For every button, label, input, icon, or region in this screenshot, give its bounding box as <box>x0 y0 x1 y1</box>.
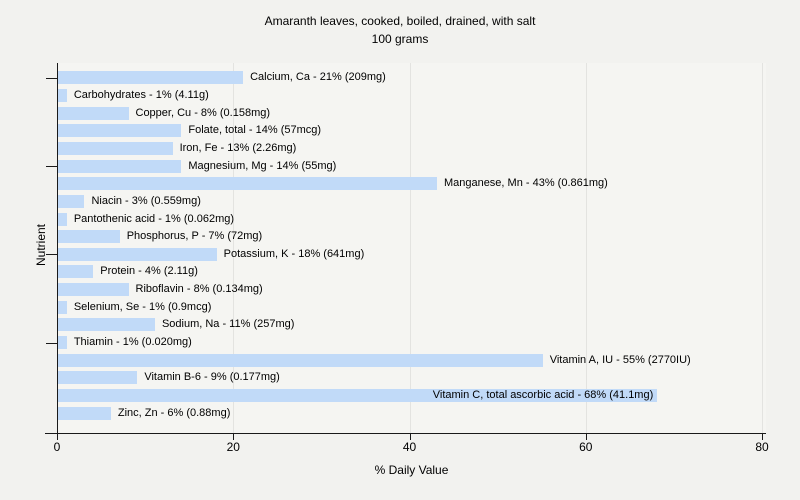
bar <box>58 177 437 191</box>
bar-row: Carbohydrates - 1% (4.11g) <box>57 88 766 107</box>
bar-row: Iron, Fe - 13% (2.26mg) <box>57 141 766 160</box>
x-axis-tick-label: 20 <box>226 440 240 454</box>
bar-label: Protein - 4% (2.11g) <box>100 265 198 278</box>
bar-label: Iron, Fe - 13% (2.26mg) <box>179 141 297 154</box>
bar-label: Selenium, Se - 1% (0.9mcg) <box>73 300 212 313</box>
y-axis-tick <box>46 77 57 79</box>
bar-label: Zinc, Zn - 6% (0.88mg) <box>117 406 231 419</box>
gridline <box>233 63 235 434</box>
bar-label: Vitamin B-6 - 9% (0.177mg) <box>144 371 280 384</box>
bar <box>58 247 217 261</box>
bar-row: Copper, Cu - 8% (0.158mg) <box>57 106 766 125</box>
bar-row: Protein - 4% (2.11g) <box>57 265 766 283</box>
bar-label: Manganese, Mn - 43% (0.861mg) <box>443 177 608 190</box>
bar <box>58 265 94 279</box>
bar-row: Selenium, Se - 1% (0.9mcg) <box>57 300 766 319</box>
x-axis-line <box>45 433 766 434</box>
chart-header: Amaranth leaves, cooked, boiled, drained… <box>0 12 800 48</box>
bar-row: Magnesium, Mg - 14% (55mg) <box>57 159 766 178</box>
bar-row: Sodium, Na - 11% (257mg) <box>57 318 766 336</box>
bar <box>58 230 120 244</box>
y-axis-tick <box>46 166 57 168</box>
gridline <box>409 63 411 434</box>
bar <box>58 283 129 297</box>
bar-row: Vitamin B-6 - 9% (0.177mg) <box>57 371 766 389</box>
bar <box>58 212 67 226</box>
bar-row: Phosphorus, P - 7% (72mg) <box>57 230 766 248</box>
bar-row: Riboflavin - 8% (0.134mg) <box>57 283 766 301</box>
bar <box>58 300 67 314</box>
bar-row: Zinc, Zn - 6% (0.88mg) <box>57 406 766 425</box>
chart-subtitle: 100 grams <box>371 32 429 46</box>
bar <box>58 124 182 138</box>
bar <box>58 141 173 155</box>
bar-label: Niacin - 3% (0.559mg) <box>91 194 201 207</box>
chart-title: Amaranth leaves, cooked, boiled, drained… <box>264 14 536 28</box>
x-axis-tick <box>57 434 58 440</box>
plot-area: 0 20 40 60 80 Calcium, Ca - 21% (209mg) Carboh… <box>45 63 769 454</box>
bar <box>58 336 67 350</box>
bar-row: Folate, total - 14% (57mcg) <box>57 124 766 142</box>
bar <box>58 371 138 385</box>
bar-label: Pantothenic acid - 1% (0.062mg) <box>73 212 235 225</box>
x-axis-tick-label: 0 <box>53 440 61 454</box>
x-axis-tick <box>409 434 411 440</box>
x-axis-tick-label: 80 <box>755 440 769 454</box>
y-axis-tick <box>46 254 57 256</box>
x-axis-tick-label: 60 <box>579 440 593 454</box>
bar <box>58 389 658 402</box>
bar-label: Carbohydrates - 1% (4.11g) <box>73 88 209 101</box>
gridline <box>762 63 763 434</box>
bar-label: Copper, Cu - 8% (0.158mg) <box>135 106 271 119</box>
bar <box>58 353 543 367</box>
bar-row: Vitamin C, total ascorbic acid - 68% (41… <box>57 389 766 407</box>
bar-label: Vitamin C, total ascorbic acid - 68% (41… <box>432 389 654 401</box>
bar-label: Folate, total - 14% (57mcg) <box>188 124 322 137</box>
bar-row: Manganese, Mn - 43% (0.861mg) <box>57 177 766 195</box>
bar-label: Vitamin A, IU - 55% (2770IU) <box>549 353 691 366</box>
bar <box>58 159 182 173</box>
bar <box>58 318 155 332</box>
x-axis-title: % Daily Value <box>374 463 449 477</box>
bar-label: Phosphorus, P - 7% (72mg) <box>126 230 263 243</box>
x-axis-tick <box>762 434 763 440</box>
bar-label: Potassium, K - 18% (641mg) <box>223 247 365 260</box>
y-axis-line <box>57 63 58 434</box>
bar <box>58 88 67 102</box>
bar <box>58 71 244 85</box>
x-axis-tick <box>233 434 235 440</box>
bar-label: Thiamin - 1% (0.020mg) <box>73 336 192 349</box>
bar-row: Vitamin A, IU - 55% (2770IU) <box>57 353 766 372</box>
bar-row: Potassium, K - 18% (641mg) <box>57 247 766 266</box>
bar-row: Niacin - 3% (0.559mg) <box>57 194 766 213</box>
bar-label: Riboflavin - 8% (0.134mg) <box>135 283 263 296</box>
bar-label: Magnesium, Mg - 14% (55mg) <box>188 159 337 172</box>
bar-label: Calcium, Ca - 21% (209mg) <box>250 71 386 84</box>
bar-row: Calcium, Ca - 21% (209mg) <box>57 71 766 89</box>
bar <box>58 106 129 120</box>
bar <box>58 406 111 420</box>
bar <box>58 194 85 208</box>
bar-row: Thiamin - 1% (0.020mg) <box>57 336 766 354</box>
x-axis-tick <box>585 434 587 440</box>
y-axis-tick <box>46 342 57 344</box>
y-axis-title: Nutrient <box>34 223 48 267</box>
bar-label: Sodium, Na - 11% (257mg) <box>161 318 295 331</box>
x-axis-tick-label: 40 <box>402 440 417 454</box>
bar-row: Pantothenic acid - 1% (0.062mg) <box>57 212 766 231</box>
gridline <box>585 63 587 434</box>
